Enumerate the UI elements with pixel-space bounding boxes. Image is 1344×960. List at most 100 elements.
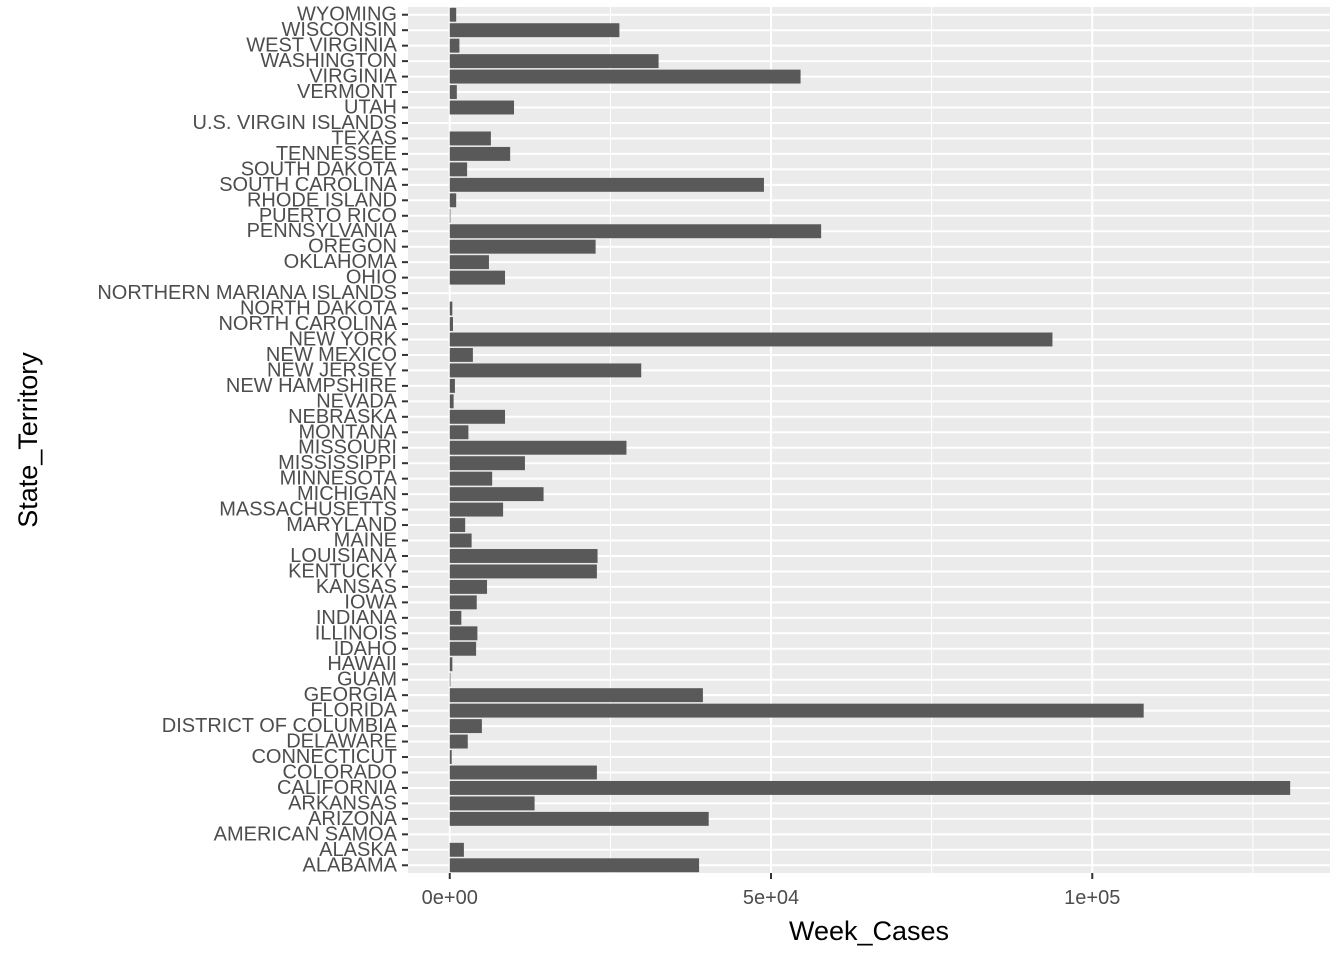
y-tick-label: MASSACHUSETTS (219, 499, 397, 521)
bar-wisconsin (449, 23, 620, 38)
bar-kansas (449, 579, 488, 594)
bar-texas (449, 131, 491, 146)
y-tick-label: ARKANSAS (288, 792, 397, 814)
x-tick-label: 1e+05 (1064, 887, 1120, 909)
bar-oregon (449, 239, 596, 254)
bar-oklahoma (449, 255, 489, 270)
bar-west-virginia (449, 38, 460, 53)
y-tick-label: ILLINOIS (315, 622, 397, 644)
y-tick-label: NEW MEXICO (266, 344, 397, 366)
y-tick-label: IDAHO (334, 638, 397, 660)
y-tick-label: MISSISSIPPI (278, 452, 397, 474)
bar-idaho (449, 641, 477, 656)
y-tick-label: COLORADO (283, 761, 397, 783)
y-tick-label: OREGON (308, 236, 397, 258)
y-tick-label: NEW JERSEY (267, 359, 397, 381)
y-tick-label: VERMONT (297, 81, 397, 103)
y-tick-label: ARIZONA (308, 808, 398, 830)
bar-north-dakota (449, 301, 453, 316)
bar-california (449, 780, 1291, 795)
bar-illinois (449, 626, 478, 641)
y-tick-label: HAWAII (327, 653, 397, 675)
bar-district-of-columbia (449, 719, 482, 734)
bar-alabama (449, 858, 700, 873)
x-axis-ticks: 0e+00 5e+04 1e+05 (422, 873, 1120, 909)
y-tick-label: FLORIDA (310, 700, 397, 722)
bar-missouri (449, 440, 627, 455)
y-tick-label: MARYLAND (286, 514, 397, 536)
bar-new-york (449, 332, 1053, 347)
bar-minnesota (449, 471, 493, 486)
bar-louisiana (449, 549, 598, 563)
bar-north-carolina (449, 317, 453, 331)
bar-puerto-rico (449, 208, 451, 223)
y-tick-label: NEW HAMPSHIRE (226, 375, 397, 397)
bar-maryland (449, 518, 466, 533)
bar-indiana (449, 610, 462, 625)
bar-utah (449, 100, 515, 115)
y-tick-label: TENNESSEE (276, 143, 397, 165)
bar-new-jersey (449, 363, 642, 378)
bar-mississippi (449, 456, 525, 471)
y-tick-label: DISTRICT OF COLUMBIA (162, 715, 398, 737)
bar-iowa (449, 595, 477, 610)
y-tick-label: GUAM (337, 669, 397, 691)
y-tick-label: MONTANA (298, 421, 397, 443)
y-tick-label: WISCONSIN (281, 19, 397, 41)
y-tick-label: TEXAS (331, 127, 397, 149)
y-tick-label: ALASKA (319, 839, 397, 861)
bar-hawaii (449, 657, 453, 672)
bar-vermont (449, 85, 457, 100)
y-tick-label: KENTUCKY (288, 560, 397, 582)
bar-pennsylvania (449, 224, 822, 239)
bar-south-carolina (449, 177, 764, 192)
bar-florida (449, 703, 1144, 718)
bar-maine (449, 533, 472, 548)
bar-ohio (449, 270, 506, 285)
y-tick-label: NEW YORK (288, 328, 397, 350)
bar-nevada (449, 394, 454, 409)
y-tick-label: UTAH (344, 97, 397, 119)
y-tick-label: IOWA (344, 591, 397, 613)
bar-south-dakota (449, 162, 468, 177)
x-tick-label: 0e+00 (422, 887, 478, 909)
bar-alaska (449, 842, 464, 857)
y-tick-label: MINNESOTA (280, 468, 398, 490)
bar-georgia (449, 688, 703, 703)
y-axis-title: State_Territory (13, 352, 43, 528)
x-tick-label: 5e+04 (743, 887, 799, 909)
y-tick-label: NORTHERN MARIANA ISLANDS (97, 282, 397, 304)
y-tick-label: PENNSYLVANIA (247, 220, 398, 242)
bar-delaware (449, 734, 468, 749)
y-tick-label: CONNECTICUT (251, 746, 397, 768)
bar-virginia (449, 69, 801, 84)
bar-guam (449, 672, 451, 687)
bar-nebraska (449, 409, 506, 424)
bar-montana (449, 425, 469, 440)
x-axis-title: Week_Cases (789, 916, 949, 946)
bar-michigan (449, 487, 544, 502)
bar-new-mexico (449, 347, 473, 362)
bars (449, 7, 1291, 873)
y-tick-label: CALIFORNIA (277, 777, 398, 799)
y-tick-label: WEST VIRGINIA (246, 35, 397, 57)
y-tick-label: PUERTO RICO (259, 205, 397, 227)
y-tick-label: GEORGIA (304, 684, 398, 706)
y-tick-label: WYOMING (297, 4, 397, 26)
y-tick-label: OHIO (346, 267, 397, 289)
y-tick-label: NEVADA (316, 390, 397, 412)
bar-arkansas (449, 796, 535, 811)
y-tick-label: MICHIGAN (297, 483, 397, 505)
bar-arizona (449, 811, 709, 826)
bar-connecticut (449, 750, 452, 764)
y-tick-label: WASHINGTON (260, 50, 397, 72)
y-tick-label: INDIANA (316, 607, 398, 629)
bar-new-hampshire (449, 378, 455, 393)
y-tick-label: NORTH DAKOTA (240, 298, 398, 320)
y-tick-label: NORTH CAROLINA (218, 313, 397, 335)
bar-washington (449, 54, 659, 69)
y-tick-label: AMERICAN SAMOA (214, 823, 398, 845)
y-tick-label: VIRGINIA (309, 66, 397, 88)
